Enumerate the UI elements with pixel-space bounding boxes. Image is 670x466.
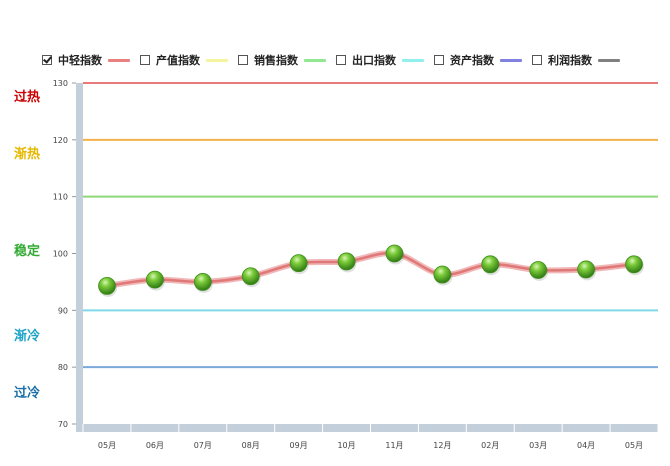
x-tick-label: 08月: [242, 441, 260, 450]
zone-label: 渐热: [14, 147, 41, 163]
legend-label: 产值指数: [156, 54, 200, 67]
y-tick-label: 110: [53, 193, 68, 202]
x-axis: [76, 424, 658, 432]
data-point: [481, 255, 500, 274]
y-tick-label: 90: [58, 306, 68, 315]
data-point: [193, 273, 212, 291]
x-tick-label: 12月: [433, 441, 451, 450]
legend-label: 出口指数: [352, 54, 396, 67]
y-tick-label: 100: [53, 250, 68, 259]
y-tick-label: 130: [53, 79, 68, 88]
legend-swatch: [206, 58, 228, 62]
legend-label: 中轻指数: [58, 54, 102, 67]
legend-item[interactable]: 销售指数: [238, 52, 326, 68]
y-tick-label: 120: [53, 136, 68, 145]
y-axis: [76, 83, 83, 432]
legend-swatch: [304, 58, 326, 62]
x-tick-label: 03月: [529, 441, 547, 450]
legend-item[interactable]: 资产指数: [434, 52, 522, 68]
zone-label: 渐冷: [14, 329, 41, 345]
x-tick-label: 05月: [98, 441, 116, 450]
legend-label: 资产指数: [450, 54, 494, 67]
x-tick-label: 02月: [481, 441, 499, 450]
data-point: [577, 260, 595, 279]
zone-label: 过热: [14, 90, 41, 106]
legend-checkbox[interactable]: [42, 55, 52, 65]
legend-swatch: [500, 58, 522, 62]
data-point: [289, 254, 308, 273]
data-point: [146, 270, 164, 289]
legend-item[interactable]: 中轻指数: [42, 52, 130, 68]
data-point: [241, 267, 260, 286]
data-point: [625, 255, 643, 274]
legend-label: 利润指数: [548, 54, 592, 67]
y-tick-label: 70: [58, 420, 68, 429]
legend-swatch: [108, 58, 130, 62]
legend-checkbox[interactable]: [336, 55, 346, 65]
legend-label: 销售指数: [254, 54, 298, 67]
legend-swatch: [402, 58, 424, 62]
data-point: [98, 276, 116, 295]
legend-checkbox[interactable]: [532, 55, 542, 65]
legend-swatch: [598, 58, 620, 62]
x-tick-label: 11月: [385, 441, 403, 450]
data-point: [529, 261, 548, 279]
x-tick-label: 04月: [577, 441, 595, 450]
zone-label: 稳定: [14, 243, 41, 259]
legend-checkbox[interactable]: [434, 55, 444, 65]
legend-item[interactable]: 出口指数: [336, 52, 424, 68]
data-point: [385, 244, 404, 263]
zone-label: 过冷: [14, 385, 41, 401]
data-point: [433, 265, 452, 284]
data-point: [337, 252, 356, 271]
legend-checkbox[interactable]: [140, 55, 150, 65]
x-tick-label: 06月: [146, 441, 164, 450]
y-tick-label: 80: [58, 363, 68, 372]
x-tick-label: 05月: [625, 441, 643, 450]
legend-item[interactable]: 利润指数: [532, 52, 620, 68]
x-tick-label: 09月: [290, 441, 308, 450]
legend-item[interactable]: 产值指数: [140, 52, 228, 68]
chart-legend: 中轻指数 产值指数 销售指数 出口指数 资产指数 利润指数: [42, 52, 630, 68]
x-tick-label: 07月: [194, 441, 212, 450]
legend-checkbox[interactable]: [238, 55, 248, 65]
x-tick-label: 10月: [337, 441, 355, 450]
